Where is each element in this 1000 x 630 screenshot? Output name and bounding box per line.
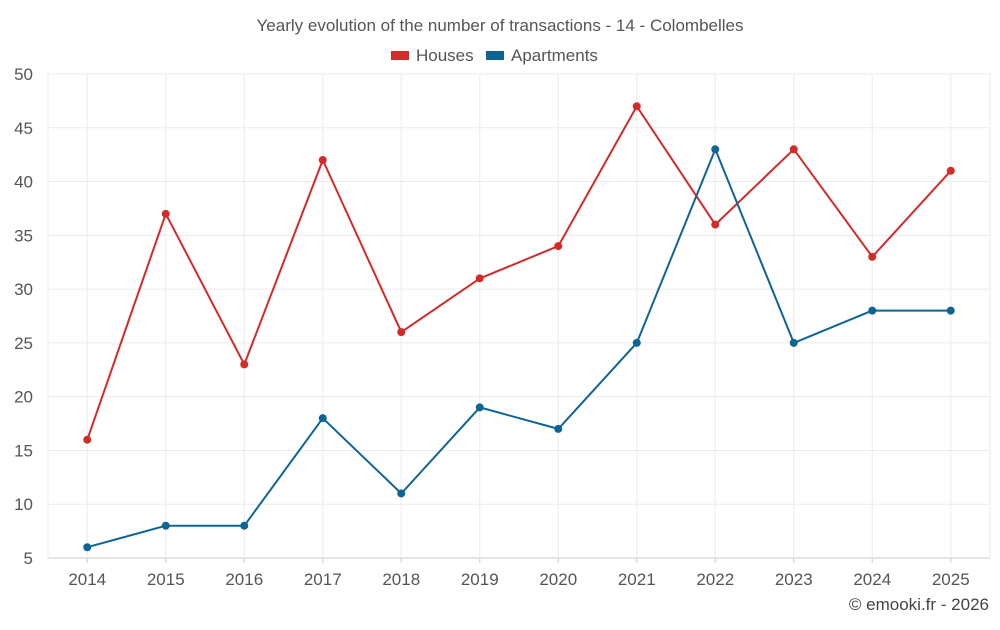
data-point-houses[interactable]	[161, 209, 170, 218]
data-point-houses[interactable]	[711, 220, 720, 229]
data-point-houses[interactable]	[868, 252, 877, 261]
data-point-apartments[interactable]	[868, 306, 877, 315]
grid	[47, 73, 991, 559]
data-point-apartments[interactable]	[318, 414, 327, 423]
y-tick-label: 45	[14, 119, 33, 138]
data-point-apartments[interactable]	[946, 306, 955, 315]
legend-item-houses[interactable]: Houses	[391, 46, 474, 65]
x-tick-label: 2015	[147, 570, 185, 589]
data-point-houses[interactable]	[240, 360, 249, 369]
y-tick-label: 20	[14, 388, 33, 407]
data-point-apartments[interactable]	[240, 521, 249, 530]
data-point-apartments[interactable]	[475, 403, 484, 412]
y-tick-label: 50	[14, 65, 33, 84]
x-tick-label: 2014	[68, 570, 106, 589]
legend[interactable]: Houses Apartments	[391, 46, 598, 65]
y-tick-label: 25	[14, 334, 33, 353]
data-point-houses[interactable]	[475, 274, 484, 283]
y-tick-label: 40	[14, 173, 33, 192]
y-tick-label: 15	[14, 441, 33, 460]
data-point-houses[interactable]	[789, 145, 798, 154]
series-line-houses	[86, 105, 952, 441]
y-tick-label: 10	[14, 495, 33, 514]
legend-swatch-houses	[391, 51, 409, 60]
data-point-apartments[interactable]	[632, 338, 641, 347]
data-point-houses[interactable]	[318, 156, 327, 165]
data-point-houses[interactable]	[632, 102, 641, 111]
credit-text: © emooki.fr - 2026	[849, 595, 989, 614]
data-point-houses[interactable]	[83, 435, 92, 444]
x-tick-label: 2021	[618, 570, 656, 589]
y-tick-label: 30	[14, 280, 33, 299]
data-point-apartments[interactable]	[711, 145, 720, 154]
data-point-apartments[interactable]	[83, 543, 92, 552]
y-tick-label: 35	[14, 226, 33, 245]
series-line-apartments	[87, 148, 951, 549]
x-tick-label: 2017	[304, 570, 342, 589]
legend-item-apartments[interactable]: Apartments	[486, 46, 598, 65]
legend-swatch-apartments	[486, 51, 504, 60]
x-tick-label: 2016	[225, 570, 263, 589]
y-tick-label: 5	[24, 549, 33, 568]
legend-label-houses: Houses	[416, 46, 474, 65]
x-tick-label: 2019	[461, 570, 499, 589]
x-tick-label: 2018	[382, 570, 420, 589]
x-tick-label: 2023	[775, 570, 813, 589]
x-axis: 2014 2015 2016 2017 2018 2019 2020 2021 2022 2023…	[68, 558, 970, 589]
series-layer	[83, 102, 955, 552]
x-tick-label: 2025	[932, 570, 970, 589]
data-point-apartments[interactable]	[554, 424, 563, 433]
data-point-houses[interactable]	[397, 328, 406, 337]
data-point-houses[interactable]	[554, 242, 563, 251]
chart-title: Yearly evolution of the number of transa…	[257, 16, 744, 35]
data-point-apartments[interactable]	[397, 489, 406, 498]
x-tick-label: 2024	[853, 570, 891, 589]
x-tick-label: 2022	[696, 570, 734, 589]
legend-label-apartments: Apartments	[511, 46, 598, 65]
x-tick-label: 2020	[539, 570, 577, 589]
data-point-apartments[interactable]	[789, 338, 798, 347]
y-axis: 5 10 15 20 25 30 35 40 45 50	[14, 65, 33, 568]
data-point-houses[interactable]	[946, 166, 955, 175]
data-point-apartments[interactable]	[161, 521, 170, 530]
